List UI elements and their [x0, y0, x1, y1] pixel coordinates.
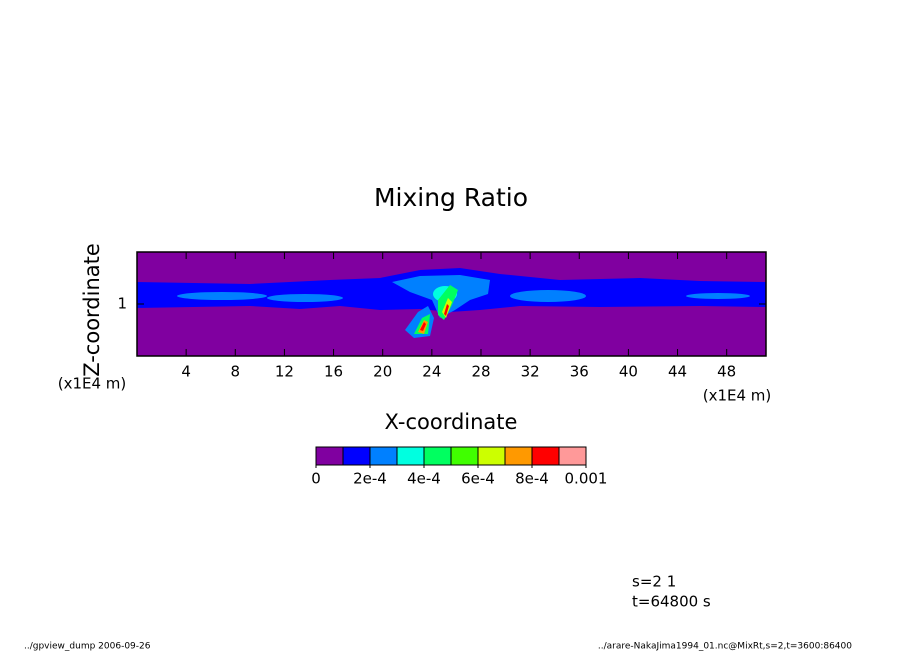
x-tick-label: 40 — [619, 363, 638, 381]
colorbar-box — [558, 446, 587, 466]
x-tick-label: 12 — [275, 363, 294, 381]
x-tick-label: 24 — [422, 363, 441, 381]
x-tick-label: 4 — [181, 363, 191, 381]
field-region — [267, 294, 343, 302]
chart-title: Mixing Ratio — [374, 183, 528, 212]
y-axis-label: Z-coordinate — [80, 243, 104, 377]
annotation: t=64800 s — [632, 593, 711, 611]
colorbar-tick-label: 4e-4 — [407, 470, 441, 488]
x-tick-label: 16 — [324, 363, 343, 381]
colorbar-box — [504, 446, 533, 466]
colorbar-box — [396, 446, 425, 466]
x-tick-label: 8 — [231, 363, 241, 381]
footer: ../gpview_dump 2006-09-26 — [24, 642, 151, 652]
colorbar-box — [450, 446, 479, 466]
x-tick-label: 36 — [570, 363, 589, 381]
field-region — [510, 290, 586, 302]
x-tick-label: 32 — [521, 363, 540, 381]
x-tick-label: 44 — [668, 363, 687, 381]
colorbar-box — [369, 446, 398, 466]
footer: ../arare-NakaJima1994_01.nc@MixRt,s=2,t=… — [598, 642, 852, 652]
field-region — [420, 322, 426, 331]
colorbar-box — [423, 446, 452, 466]
x-tick-label: 20 — [373, 363, 392, 381]
colorbar-box — [477, 446, 506, 466]
x-axis-label: X-coordinate — [385, 410, 518, 434]
contour-field — [137, 252, 766, 356]
field-region — [686, 293, 750, 299]
colorbar-box — [315, 446, 344, 466]
annotation: s=2 1 — [632, 573, 676, 591]
field-region — [444, 304, 449, 316]
field-region — [177, 292, 267, 300]
colorbar-box — [342, 446, 371, 466]
colorbar-tick-label: 6e-4 — [461, 470, 495, 488]
x-unit: (x1E4 m) — [703, 387, 772, 405]
colorbar-box — [531, 446, 560, 466]
colorbar-tick-label: 0 — [311, 470, 321, 488]
x-tick-label: 28 — [471, 363, 490, 381]
colorbar-tick-label: 0.001 — [565, 470, 608, 488]
colorbar-tick-label: 2e-4 — [353, 470, 387, 488]
y-tick-label: 1 — [117, 295, 127, 313]
colorbar-tick-label: 8e-4 — [515, 470, 549, 488]
x-tick-label: 48 — [717, 363, 736, 381]
y-unit: (x1E4 m) — [58, 375, 127, 393]
